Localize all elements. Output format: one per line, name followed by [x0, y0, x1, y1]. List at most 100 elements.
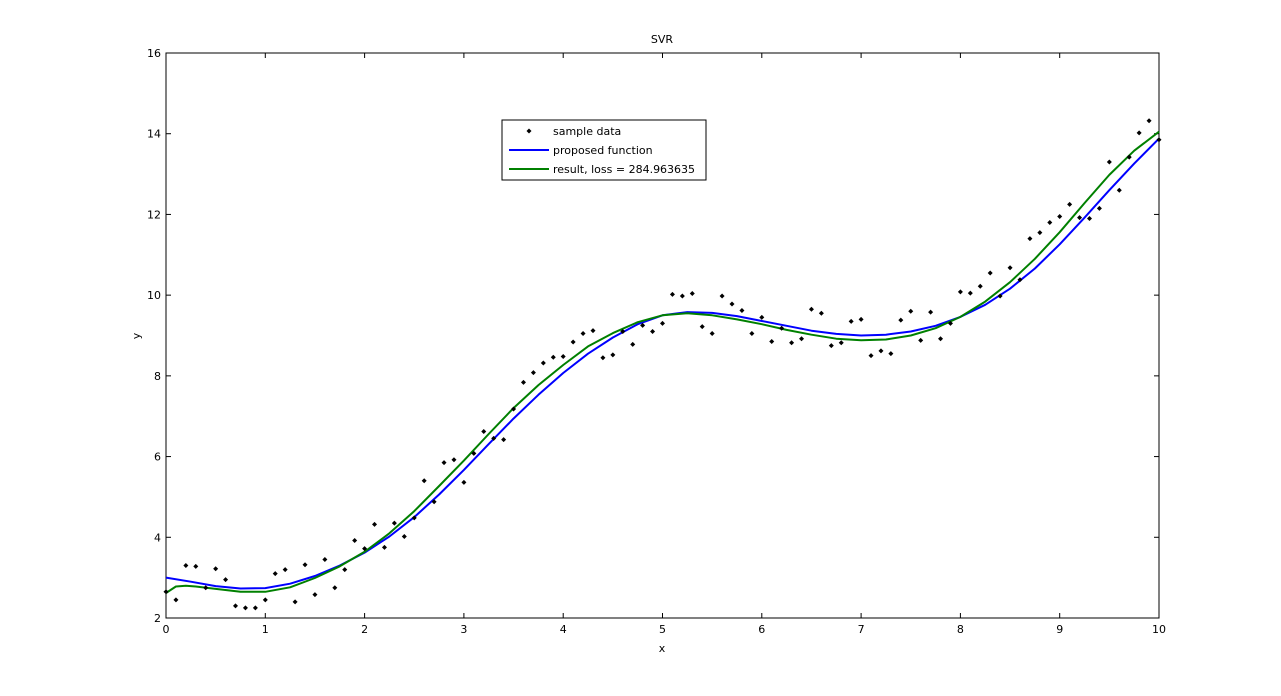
sample-point — [689, 291, 695, 297]
sample-point — [947, 320, 953, 326]
sample-point — [769, 339, 775, 345]
sample-point — [1027, 236, 1033, 242]
sample-point — [610, 352, 616, 358]
x-tick-label: 9 — [1056, 623, 1063, 636]
x-axis-label: x — [659, 642, 666, 655]
legend-marker-sample-data — [526, 128, 532, 134]
sample-point — [878, 348, 884, 354]
sample-point — [828, 343, 834, 349]
sample-point — [709, 330, 715, 336]
sample-point — [1096, 205, 1102, 211]
sample-point — [570, 339, 576, 345]
sample-point — [858, 316, 864, 322]
sample-point — [213, 566, 219, 572]
sample-point — [799, 336, 805, 342]
sample-point — [481, 429, 487, 435]
sample-point — [1057, 213, 1063, 219]
x-tick-label: 7 — [858, 623, 865, 636]
sample-point — [987, 270, 993, 276]
sample-point — [501, 437, 507, 443]
y-tick-label: 14 — [147, 128, 161, 141]
y-axis-label: y — [130, 332, 143, 339]
sample-point — [977, 283, 983, 289]
y-tick-label: 10 — [147, 289, 161, 302]
legend-label: sample data — [553, 125, 621, 138]
sample-point — [391, 520, 397, 526]
x-tick-label: 1 — [262, 623, 269, 636]
sample-point — [600, 355, 606, 361]
y-tick-label: 2 — [154, 612, 161, 625]
sample-point — [362, 546, 368, 552]
sample-point — [1017, 277, 1023, 283]
sample-point — [888, 351, 894, 357]
sample-point — [193, 563, 199, 569]
sample-point — [223, 577, 229, 583]
y-tick-label: 4 — [154, 531, 161, 544]
sample-point — [898, 317, 904, 323]
sample-point — [679, 293, 685, 299]
sample-point — [1007, 265, 1013, 271]
sample-point — [1067, 201, 1073, 207]
sample-point — [630, 341, 636, 347]
sample-point — [381, 544, 387, 550]
sample-point — [1136, 130, 1142, 136]
sample-point — [292, 599, 298, 605]
sample-point — [411, 515, 417, 521]
sample-point — [908, 308, 914, 314]
sample-point — [789, 340, 795, 346]
sample-point — [491, 435, 497, 441]
x-tick-label: 10 — [1152, 623, 1166, 636]
sample-point — [511, 406, 517, 412]
sample-point — [183, 563, 189, 569]
sample-point — [868, 353, 874, 359]
sample-point — [590, 328, 596, 334]
sample-point — [520, 379, 526, 385]
x-tick-label: 8 — [957, 623, 964, 636]
sample-point — [262, 597, 268, 603]
sample-point — [352, 538, 358, 544]
sample-point — [719, 293, 725, 299]
sample-point — [173, 597, 179, 603]
sample-point — [1037, 230, 1043, 236]
sample-point — [650, 328, 656, 334]
y-tick-label: 8 — [154, 370, 161, 383]
x-tick-label: 0 — [163, 623, 170, 636]
sample-point — [580, 330, 586, 336]
sample-point — [342, 567, 348, 573]
sample-point — [640, 322, 646, 328]
sample-point — [272, 571, 278, 577]
chart-title: SVR — [651, 33, 674, 46]
sample-point — [928, 309, 934, 315]
sample-point — [282, 567, 288, 573]
y-tick-label: 6 — [154, 451, 161, 464]
x-tick-label: 5 — [659, 623, 666, 636]
legend-label: result, loss = 284.963635 — [553, 163, 695, 176]
y-tick-label: 16 — [147, 47, 161, 60]
y-axis: 2 4 6 8 10 12 14 16 — [147, 47, 1159, 625]
legend: sample data proposed function result, loss… — [501, 119, 707, 181]
sample-point — [163, 589, 169, 595]
sample-point — [1156, 137, 1162, 143]
series-layer — [163, 118, 1162, 611]
sample-point — [233, 603, 239, 609]
y-tick-label: 12 — [147, 208, 161, 221]
sample-point — [302, 562, 308, 568]
sample-point — [1106, 159, 1112, 165]
sample-point — [312, 592, 318, 598]
sample-point — [808, 306, 814, 312]
sample-point — [1077, 215, 1083, 221]
sample-point — [938, 336, 944, 342]
series-line-result — [165, 130, 1160, 594]
sample-point — [838, 340, 844, 346]
sample-point — [550, 354, 556, 360]
sample-point — [401, 533, 407, 539]
sample-point — [759, 314, 765, 320]
sample-point — [957, 289, 963, 295]
sample-point — [749, 330, 755, 336]
sample-point — [620, 328, 626, 334]
x-axis: 0 1 2 3 4 5 6 7 8 9 10 — [163, 53, 1166, 636]
sample-point — [322, 556, 328, 562]
sample-point — [441, 460, 447, 466]
sample-point — [431, 499, 437, 505]
sample-point — [669, 291, 675, 297]
